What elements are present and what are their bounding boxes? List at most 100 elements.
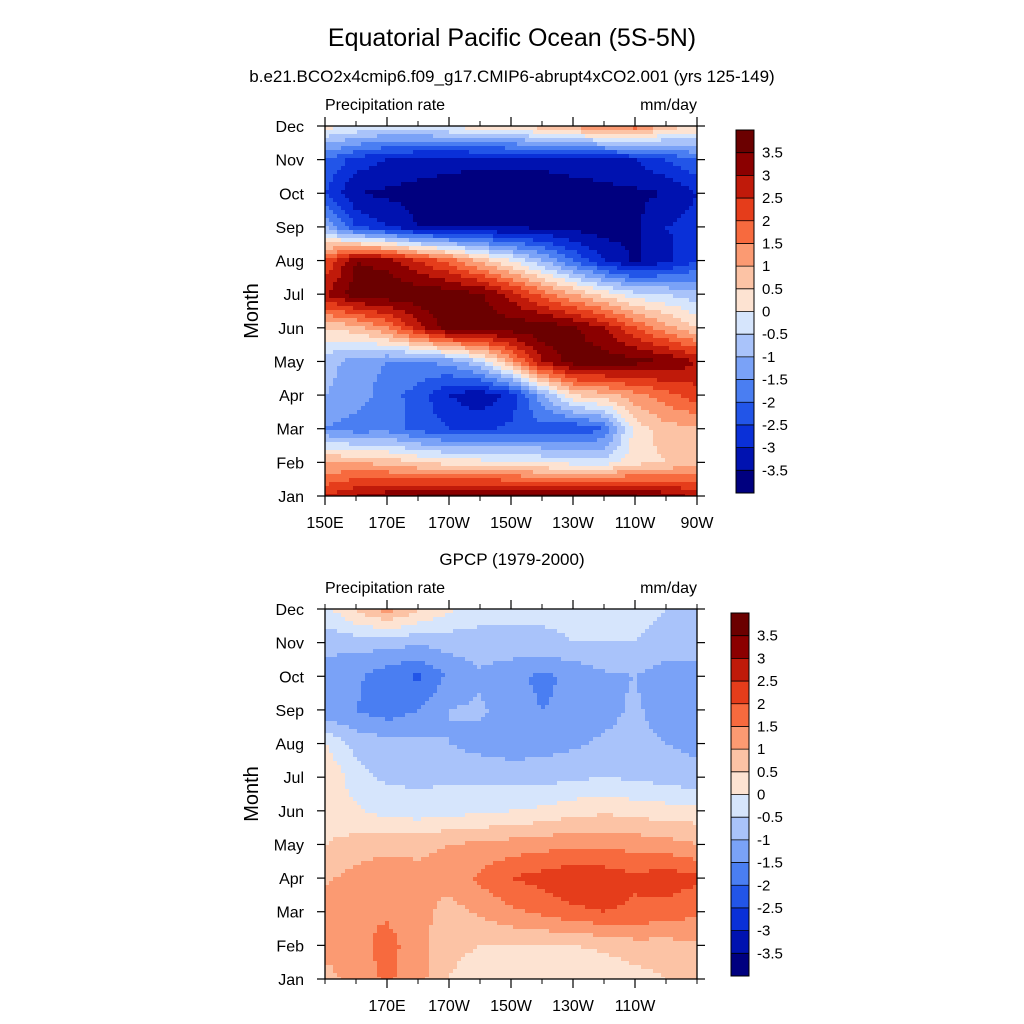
contour-cell: [389, 162, 394, 167]
contour-cell: [485, 206, 490, 211]
contour-cell: [409, 182, 414, 187]
contour-cell: [381, 166, 386, 171]
contour-cell: [637, 134, 642, 139]
contour-cell: [689, 226, 694, 231]
contour-cell: [417, 202, 422, 207]
contour-cell: [385, 138, 390, 143]
contour-cell: [453, 322, 458, 327]
contour-cell: [405, 266, 410, 271]
contour-cell: [681, 134, 686, 139]
contour-cell: [617, 182, 622, 187]
contour-cell: [497, 242, 502, 247]
contour-cell: [665, 262, 670, 267]
contour-cell: [689, 274, 694, 279]
contour-cell: [325, 286, 330, 291]
contour-cell: [577, 258, 582, 263]
contour-cell: [577, 290, 582, 295]
contour-cell: [553, 286, 558, 291]
contour-cell: [681, 234, 686, 239]
contour-cell: [329, 222, 334, 227]
contour-cell: [597, 290, 602, 295]
contour-cell: [561, 242, 566, 247]
contour-cell: [617, 170, 622, 175]
contour-cell: [529, 230, 534, 235]
contour-cell: [337, 190, 342, 195]
contour-cell: [329, 182, 334, 187]
contour-cell: [573, 190, 578, 195]
contour-cell: [425, 198, 430, 203]
contour-cell: [389, 326, 394, 331]
contour-cell: [501, 242, 506, 247]
contour-cell: [657, 190, 662, 195]
contour-cell: [517, 158, 522, 163]
contour-cell: [477, 194, 482, 199]
contour-cell: [377, 218, 382, 223]
contour-cell: [673, 306, 678, 311]
contour-cell: [561, 318, 566, 323]
contour-cell: [497, 130, 502, 135]
contour-cell: [325, 142, 330, 147]
contour-cell: [593, 254, 598, 259]
contour-cell: [605, 158, 610, 163]
contour-cell: [585, 126, 590, 131]
contour-cell: [561, 270, 566, 275]
contour-cell: [409, 178, 414, 183]
contour-cell: [421, 310, 426, 315]
contour-cell: [417, 174, 422, 179]
contour-cell: [637, 238, 642, 243]
contour-cell: [417, 230, 422, 235]
contour-cell: [513, 126, 518, 131]
contour-cell: [493, 198, 498, 203]
contour-cell: [517, 162, 522, 167]
contour-cell: [353, 242, 358, 247]
contour-cell: [557, 294, 562, 299]
contour-cell: [441, 298, 446, 303]
contour-cell: [337, 158, 342, 163]
contour-cell: [429, 194, 434, 199]
contour-cell: [337, 278, 342, 283]
contour-cell: [641, 162, 646, 167]
contour-cell: [361, 134, 366, 139]
contour-cell: [453, 294, 458, 299]
contour-cell: [389, 126, 394, 131]
contour-cell: [457, 230, 462, 235]
contour-cell: [461, 242, 466, 247]
contour-cell: [457, 278, 462, 283]
contour-cell: [417, 194, 422, 199]
contour-cell: [597, 226, 602, 231]
contour-cell: [477, 126, 482, 131]
contour-cell: [489, 166, 494, 171]
contour-cell: [373, 306, 378, 311]
contour-cell: [353, 182, 358, 187]
contour-cell: [609, 178, 614, 183]
contour-cell: [457, 222, 462, 227]
contour-cell: [693, 262, 698, 267]
contour-cell: [477, 338, 482, 343]
contour-cell: [525, 154, 530, 159]
contour-cell: [525, 142, 530, 147]
contour-cell: [469, 146, 474, 151]
contour-cell: [445, 138, 450, 143]
contour-cell: [477, 290, 482, 295]
contour-cell: [605, 166, 610, 171]
contour-cell: [453, 250, 458, 255]
contour-cell: [413, 294, 418, 299]
contour-cell: [517, 206, 522, 211]
contour-cell: [553, 262, 558, 267]
contour-cell: [561, 210, 566, 215]
contour-cell: [445, 302, 450, 307]
contour-cell: [541, 170, 546, 175]
contour-cell: [589, 326, 594, 331]
contour-cell: [557, 218, 562, 223]
contour-cell: [685, 234, 690, 239]
contour-cell: [577, 174, 582, 179]
contour-cell: [449, 246, 454, 251]
contour-cell: [541, 190, 546, 195]
contour-cell: [617, 150, 622, 155]
contour-cell: [601, 322, 606, 327]
contour-cell: [649, 306, 654, 311]
contour-cell: [477, 250, 482, 255]
contour-cell: [685, 282, 690, 287]
contour-cell: [581, 222, 586, 227]
contour-cell: [625, 302, 630, 307]
